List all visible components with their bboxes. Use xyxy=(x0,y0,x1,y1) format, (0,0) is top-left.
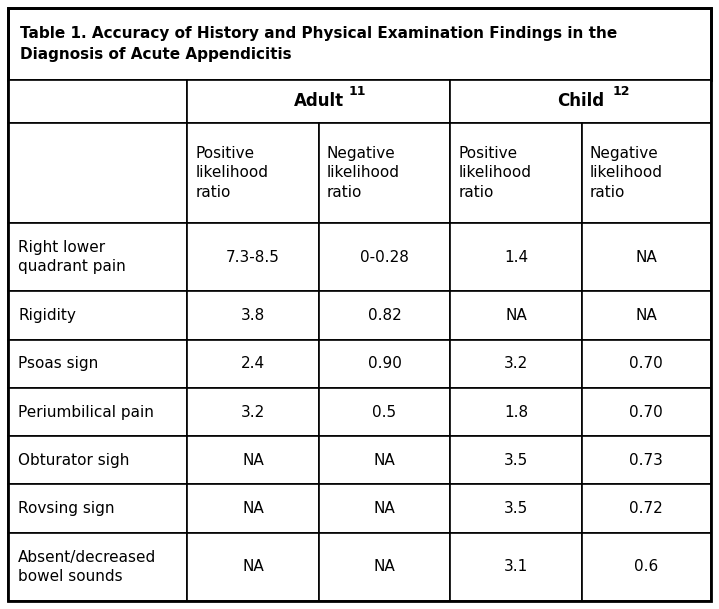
Text: 0.72: 0.72 xyxy=(629,501,663,516)
Text: Positive
likelihood
ratio: Positive likelihood ratio xyxy=(196,146,268,200)
Bar xyxy=(450,292,582,340)
Bar xyxy=(582,388,711,436)
Text: 3.5: 3.5 xyxy=(504,501,528,516)
Text: NA: NA xyxy=(242,452,264,468)
Bar xyxy=(319,533,450,601)
Bar xyxy=(8,223,187,292)
Text: 3.2: 3.2 xyxy=(504,356,528,371)
Bar xyxy=(582,223,711,292)
Text: 0.70: 0.70 xyxy=(629,356,663,371)
Text: NA: NA xyxy=(374,559,395,574)
Bar xyxy=(187,340,319,388)
Text: Absent/decreased
bowel sounds: Absent/decreased bowel sounds xyxy=(18,550,156,584)
Bar xyxy=(8,436,187,484)
Bar xyxy=(450,223,582,292)
Bar xyxy=(8,80,187,122)
Text: 0.73: 0.73 xyxy=(629,452,663,468)
Bar xyxy=(319,436,450,484)
Bar xyxy=(319,223,450,292)
Bar xyxy=(8,8,711,80)
Bar xyxy=(319,388,450,436)
Bar xyxy=(582,122,711,223)
Bar xyxy=(8,533,187,601)
Bar xyxy=(8,388,187,436)
Text: 3.1: 3.1 xyxy=(504,559,528,574)
Text: Negative
likelihood
ratio: Negative likelihood ratio xyxy=(590,146,663,200)
Text: NA: NA xyxy=(374,452,395,468)
Text: 0.6: 0.6 xyxy=(634,559,659,574)
Bar xyxy=(187,122,319,223)
Text: Rovsing sign: Rovsing sign xyxy=(18,501,114,516)
Bar xyxy=(450,122,582,223)
Bar xyxy=(450,533,582,601)
Bar xyxy=(187,436,319,484)
Text: Psoas sign: Psoas sign xyxy=(18,356,99,371)
Bar xyxy=(582,292,711,340)
Bar xyxy=(450,436,582,484)
Text: 0.70: 0.70 xyxy=(629,404,663,420)
Text: Rigidity: Rigidity xyxy=(18,308,76,323)
Bar xyxy=(8,122,187,223)
Text: NA: NA xyxy=(636,308,657,323)
Bar xyxy=(8,340,187,388)
Bar xyxy=(582,484,711,533)
Bar xyxy=(187,388,319,436)
Text: NA: NA xyxy=(505,308,527,323)
Text: Right lower
quadrant pain: Right lower quadrant pain xyxy=(18,240,126,275)
Bar xyxy=(450,80,711,122)
Text: Obturator sigh: Obturator sigh xyxy=(18,452,129,468)
Text: Child: Child xyxy=(557,93,604,110)
Bar xyxy=(450,484,582,533)
Text: NA: NA xyxy=(374,501,395,516)
Bar xyxy=(187,484,319,533)
Text: Negative
likelihood
ratio: Negative likelihood ratio xyxy=(326,146,400,200)
Bar xyxy=(582,533,711,601)
Bar xyxy=(8,292,187,340)
Text: NA: NA xyxy=(242,559,264,574)
Bar xyxy=(319,292,450,340)
Bar xyxy=(8,484,187,533)
Text: 12: 12 xyxy=(613,85,630,98)
Text: 1.8: 1.8 xyxy=(504,404,528,420)
Text: 3.2: 3.2 xyxy=(241,404,265,420)
Text: 3.5: 3.5 xyxy=(504,452,528,468)
Bar xyxy=(319,340,450,388)
Bar xyxy=(450,340,582,388)
Text: NA: NA xyxy=(242,501,264,516)
Bar xyxy=(187,223,319,292)
Bar xyxy=(582,436,711,484)
Text: Table 1. Accuracy of History and Physical Examination Findings in the
Diagnosis : Table 1. Accuracy of History and Physica… xyxy=(20,26,617,62)
Text: 7.3-8.5: 7.3-8.5 xyxy=(226,250,280,265)
Bar xyxy=(450,388,582,436)
Text: Positive
likelihood
ratio: Positive likelihood ratio xyxy=(458,146,531,200)
Text: 3.8: 3.8 xyxy=(241,308,265,323)
Text: 0.5: 0.5 xyxy=(372,404,396,420)
Bar xyxy=(319,484,450,533)
Bar xyxy=(319,122,450,223)
Text: 0-0.28: 0-0.28 xyxy=(360,250,409,265)
Bar xyxy=(187,533,319,601)
Text: NA: NA xyxy=(636,250,657,265)
Text: Periumbilical pain: Periumbilical pain xyxy=(18,404,154,420)
Text: 1.4: 1.4 xyxy=(504,250,528,265)
Text: 0.82: 0.82 xyxy=(367,308,401,323)
Bar xyxy=(187,80,450,122)
Text: 2.4: 2.4 xyxy=(241,356,265,371)
Text: Adult: Adult xyxy=(293,93,344,110)
Text: 11: 11 xyxy=(349,85,366,98)
Bar xyxy=(187,292,319,340)
Bar xyxy=(582,340,711,388)
Text: 0.90: 0.90 xyxy=(367,356,401,371)
